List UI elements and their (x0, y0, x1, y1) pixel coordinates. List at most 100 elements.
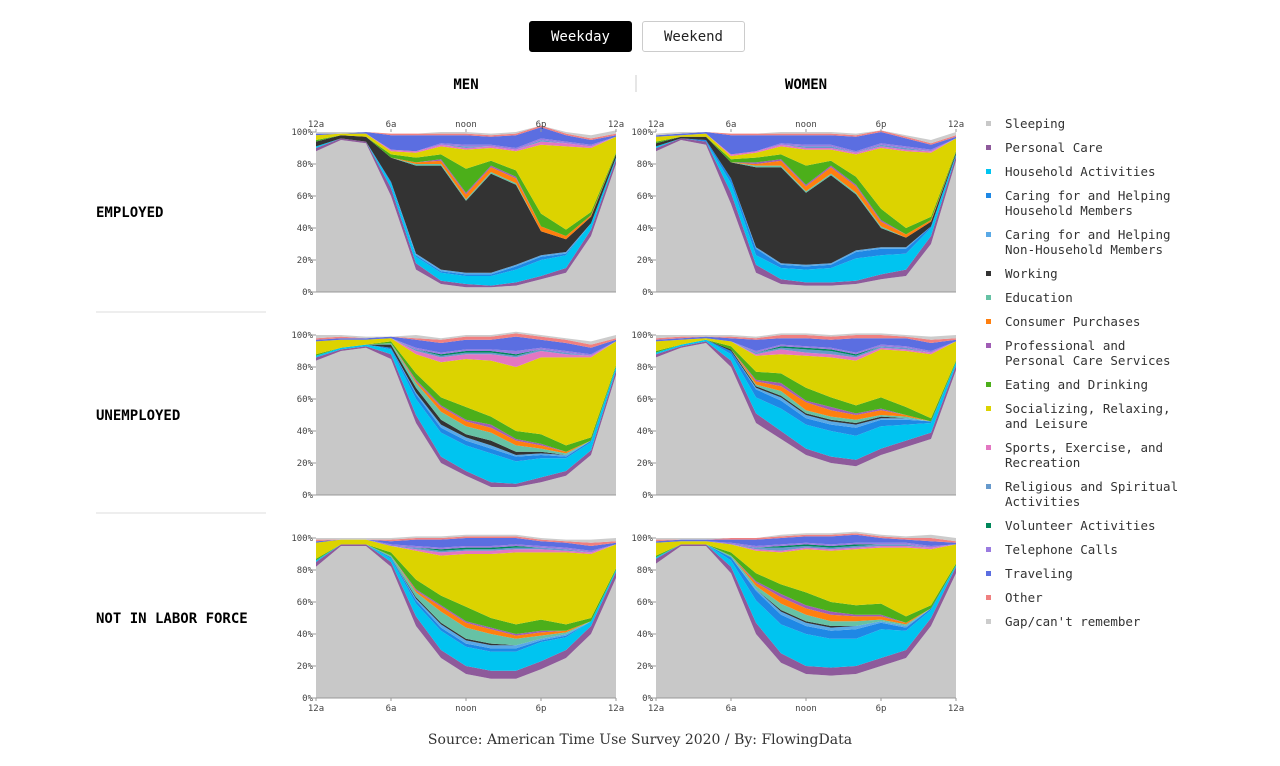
legend-label: Working (1005, 266, 1058, 281)
legend-swatch (986, 295, 991, 300)
x-tick-label: noon (795, 120, 817, 130)
area (316, 343, 616, 455)
y-tick-label: 60% (297, 192, 314, 202)
legend-label: Volunteer Activities (1005, 518, 1156, 533)
legend-label: Eating and Drinking (1005, 377, 1148, 392)
area (316, 539, 616, 553)
x-tick-label: 6a (726, 120, 737, 130)
area (656, 133, 956, 228)
area (316, 544, 616, 634)
y-tick-label: 60% (297, 598, 314, 608)
legend-item: Other (986, 590, 1186, 605)
area (656, 336, 956, 353)
x-tick-label: 12a (648, 704, 664, 714)
area (656, 333, 956, 340)
column-header: WOMEN (785, 77, 827, 93)
area (316, 135, 616, 236)
y-tick-label: 100% (631, 331, 653, 341)
x-tick-label: 12a (608, 704, 624, 714)
area (656, 343, 956, 495)
legend-label: Other (1005, 590, 1043, 605)
legend-item: Gap/can't remember (986, 614, 1186, 629)
y-tick-label: 20% (297, 662, 314, 672)
small-multiples: MEN WOMEN EMPLOYED UNEMPLOYED NOT IN LABOR F… (96, 75, 964, 714)
legend-swatch (986, 193, 991, 198)
area (316, 539, 616, 625)
area (656, 335, 956, 343)
area (656, 339, 956, 422)
y-tick-label: 40% (297, 630, 314, 640)
legend-swatch (986, 445, 991, 450)
area (316, 127, 616, 152)
legend-item: Caring for and Helping Household Members (986, 188, 1186, 218)
legend-swatch (986, 343, 991, 348)
y-tick-label: 100% (291, 128, 313, 138)
y-tick-label: 40% (297, 427, 314, 437)
area (316, 333, 616, 348)
source: Source: American Time Use Survey 2020 / … (427, 732, 853, 748)
x-tick-label: 12a (648, 120, 664, 130)
x-tick-label: 6a (726, 704, 737, 714)
area (656, 136, 956, 265)
legend-item: Caring for and Helping Non-Household Mem… (986, 227, 1186, 257)
y-tick-label: 80% (637, 566, 654, 576)
area (316, 341, 616, 452)
y-tick-label: 0% (302, 288, 313, 298)
legend: Sleeping Personal Care Household Activitie… (986, 116, 1186, 638)
area (656, 339, 956, 422)
y-tick-label: 80% (297, 566, 314, 576)
area (656, 132, 956, 155)
legend-item: Personal Care (986, 140, 1186, 155)
y-tick-label: 100% (631, 534, 653, 544)
column-header: MEN (453, 77, 478, 93)
area (316, 336, 616, 355)
legend-item: Volunteer Activities (986, 518, 1186, 533)
legend-label: Religious and Spiritual Activities (1005, 479, 1179, 509)
area (656, 338, 956, 361)
x-tick-label: noon (795, 704, 817, 714)
area (316, 133, 616, 230)
x-tick-label: 6a (386, 120, 397, 130)
area (656, 338, 956, 419)
x-tick-label: 12a (948, 120, 964, 130)
x-tick-label: noon (455, 704, 477, 714)
legend-label: Sports, Exercise, and Recreation (1005, 440, 1164, 470)
legend-swatch (986, 169, 991, 174)
area (656, 541, 956, 617)
y-tick-label: 0% (642, 491, 653, 501)
area (656, 140, 956, 292)
area (316, 125, 616, 140)
x-tick-label: 6a (386, 704, 397, 714)
y-tick-label: 0% (642, 288, 653, 298)
legend-label: Education (1005, 290, 1073, 305)
legend-item: Sports, Exercise, and Recreation (986, 440, 1186, 470)
y-tick-label: 20% (297, 459, 314, 469)
y-tick-label: 80% (637, 363, 654, 373)
toggle-weekday[interactable]: Weekday (529, 21, 632, 52)
legend-swatch (986, 121, 991, 126)
x-tick-label: 12a (308, 120, 324, 130)
legend-label: Traveling (1005, 566, 1073, 581)
legend-item: Traveling (986, 566, 1186, 581)
area (316, 133, 616, 153)
area (316, 536, 616, 546)
y-tick-label: 40% (637, 630, 654, 640)
y-tick-label: 80% (297, 363, 314, 373)
legend-item: Consumer Purchases (986, 314, 1186, 329)
legend-item: Telephone Calls (986, 542, 1186, 557)
y-tick-label: 60% (297, 395, 314, 405)
legend-label: Professional and Personal Care Services (1005, 338, 1171, 368)
area (656, 534, 956, 546)
legend-item: Socializing, Relaxing, and Leisure (986, 401, 1186, 431)
legend-swatch (986, 382, 991, 387)
legend-swatch (986, 271, 991, 276)
legend-swatch (986, 547, 991, 552)
legend-swatch (986, 523, 991, 528)
y-tick-label: 100% (291, 534, 313, 544)
x-tick-label: 12a (608, 120, 624, 130)
legend-swatch (986, 595, 991, 600)
toggle-weekend[interactable]: Weekend (642, 21, 745, 52)
area (656, 541, 956, 553)
y-tick-label: 100% (291, 331, 313, 341)
legend-item: Sleeping (986, 116, 1186, 131)
